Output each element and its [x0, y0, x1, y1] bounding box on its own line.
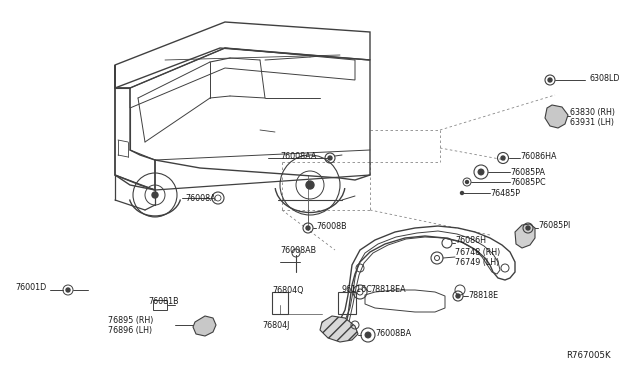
Text: 63931 (LH): 63931 (LH): [570, 118, 614, 126]
Text: 76001D: 76001D: [15, 283, 46, 292]
Text: 76485P: 76485P: [490, 189, 520, 198]
Text: 76085PC: 76085PC: [510, 177, 546, 186]
Text: 76748 (RH): 76748 (RH): [455, 247, 500, 257]
Text: 76804Q: 76804Q: [272, 285, 303, 295]
Circle shape: [306, 181, 314, 189]
Text: 96116C: 96116C: [342, 285, 372, 295]
Text: 76008A: 76008A: [185, 193, 216, 202]
Circle shape: [306, 226, 310, 230]
Circle shape: [501, 156, 505, 160]
Text: 76008AA: 76008AA: [280, 151, 316, 160]
Circle shape: [461, 192, 463, 195]
Circle shape: [365, 332, 371, 338]
Text: 76008BA: 76008BA: [375, 328, 411, 337]
Circle shape: [478, 169, 484, 175]
Polygon shape: [320, 316, 358, 342]
Text: 76086HA: 76086HA: [520, 151, 557, 160]
Circle shape: [328, 156, 332, 160]
Text: 78818E: 78818E: [468, 291, 498, 299]
Polygon shape: [193, 316, 216, 336]
Text: 76008B: 76008B: [316, 221, 347, 231]
Text: 76895 (RH): 76895 (RH): [108, 315, 154, 324]
Circle shape: [66, 288, 70, 292]
Circle shape: [548, 78, 552, 82]
Polygon shape: [545, 105, 568, 128]
Text: 76086H: 76086H: [455, 235, 486, 244]
Circle shape: [465, 180, 468, 183]
Text: 6308LD: 6308LD: [590, 74, 621, 83]
Text: 76896 (LH): 76896 (LH): [108, 326, 152, 334]
Text: 76085PA: 76085PA: [510, 167, 545, 176]
Polygon shape: [515, 224, 535, 248]
Text: 76085PI: 76085PI: [538, 221, 570, 230]
Text: 76008AB: 76008AB: [280, 246, 316, 254]
Text: 76081B: 76081B: [148, 298, 179, 307]
Circle shape: [526, 226, 530, 230]
Circle shape: [152, 192, 158, 198]
Text: 76749 (LH): 76749 (LH): [455, 257, 499, 266]
Text: 76804J: 76804J: [262, 321, 289, 330]
Text: 78818EA: 78818EA: [370, 285, 406, 295]
Circle shape: [456, 294, 460, 298]
Text: R767005K: R767005K: [566, 352, 611, 360]
Text: 63830 (RH): 63830 (RH): [570, 108, 615, 116]
